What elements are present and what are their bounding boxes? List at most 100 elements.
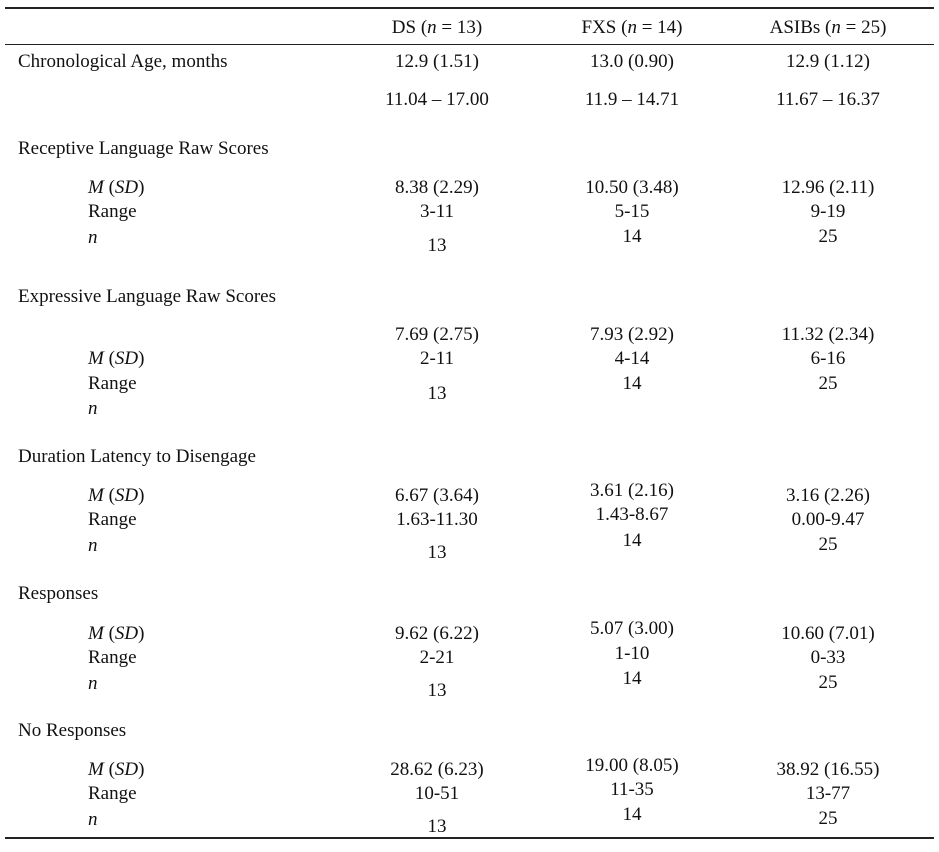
text-run: n (427, 17, 437, 38)
cell-value: 11-35 (610, 779, 654, 800)
cell-value: 12.9 (1.51) (395, 51, 479, 72)
top-rule (5, 7, 934, 9)
cell-value: 6-16 (810, 348, 846, 369)
row-label: Range (88, 783, 137, 804)
cell-value: 25 (818, 226, 838, 247)
text-run: SD (114, 177, 139, 198)
text-run: SD (114, 348, 139, 369)
row-label: M (SD) (88, 758, 144, 782)
cell-value: 5.07 (3.00) (590, 618, 674, 639)
row-label: M (SD) (88, 622, 144, 646)
cell-value: 2-11 (419, 348, 455, 369)
cell-value: 13 (427, 816, 447, 837)
bottom-rule (5, 837, 934, 839)
cell-value: 1-10 (614, 643, 650, 664)
cell-value: 14 (622, 226, 642, 247)
text-run: ) (138, 759, 145, 780)
section-title: Expressive Language Raw Scores (18, 286, 277, 307)
text-run: ( (103, 177, 115, 198)
cell-value: 8.38 (2.29) (395, 177, 479, 198)
cell-value: 11.67 – 16.37 (776, 89, 880, 110)
cell-value: 5-15 (614, 201, 650, 222)
text-run: n (627, 17, 637, 38)
cell-value: 13 (427, 680, 447, 701)
row-label: Range (88, 201, 137, 222)
cell-value: 3.61 (2.16) (590, 480, 674, 501)
section-title: Responses (18, 583, 99, 604)
cell-value: 3-11 (419, 201, 455, 222)
text-run: ) (138, 623, 145, 644)
cell-value: 1.43-8.67 (595, 504, 669, 525)
cell-value: 13-77 (805, 783, 851, 804)
section-title: Duration Latency to Disengage (18, 446, 256, 467)
cell-value: 12.96 (2.11) (781, 177, 875, 198)
text-run: FXS ( (581, 17, 628, 38)
text-run: ) (138, 485, 145, 506)
cell-value: 13 (427, 383, 447, 404)
text-run: n (831, 17, 841, 38)
text-run: = 25) (840, 17, 887, 38)
cell-value: 28.62 (6.23) (390, 759, 484, 780)
section-title: No Responses (18, 720, 127, 741)
cell-value: 0-33 (810, 647, 846, 668)
cell-value: 38.92 (16.55) (776, 759, 880, 780)
text-run: DS ( (391, 17, 428, 38)
cell-value: 2-21 (419, 647, 455, 668)
cell-value: 9-19 (810, 201, 846, 222)
text-run: M (88, 623, 104, 644)
row-label: Range (88, 647, 137, 668)
column-header: DS (n = 13) (392, 16, 482, 40)
cell-value: 25 (818, 808, 838, 829)
row-label: n (88, 227, 98, 248)
cell-value: 12.9 (1.12) (786, 51, 870, 72)
section-title: Receptive Language Raw Scores (18, 138, 269, 159)
cell-value: 13 (427, 542, 447, 563)
row-label: M (SD) (88, 484, 144, 508)
text-run: M (88, 759, 104, 780)
text-run: ASIBs ( (769, 17, 832, 38)
cell-value: 25 (818, 373, 838, 394)
cell-value: 25 (818, 534, 838, 555)
row-label: Range (88, 509, 137, 530)
cell-value: 14 (622, 373, 642, 394)
column-header: ASIBs (n = 25) (770, 16, 887, 40)
cell-value: 6.67 (3.64) (395, 485, 479, 506)
cell-value: 11.32 (2.34) (781, 324, 875, 345)
cell-value: 9.62 (6.22) (395, 623, 479, 644)
text-run: SD (114, 623, 139, 644)
cell-value: 14 (622, 530, 642, 551)
text-run: ) (138, 177, 145, 198)
cell-value: 13 (427, 235, 447, 256)
row-label: n (88, 535, 98, 556)
cell-value: 14 (622, 668, 642, 689)
cell-value: 3.16 (2.26) (786, 485, 870, 506)
cell-value: 10.60 (7.01) (781, 623, 875, 644)
text-run: M (88, 485, 104, 506)
cell-value: 11.9 – 14.71 (584, 89, 680, 110)
cell-value: 4-14 (614, 348, 650, 369)
text-run: = 13) (436, 17, 483, 38)
row-label: Range (88, 373, 137, 394)
text-run: ) (138, 348, 145, 369)
text-run: ( (103, 485, 115, 506)
header-rule (5, 44, 934, 45)
cell-value: 19.00 (8.05) (585, 755, 679, 776)
cell-value: 7.69 (2.75) (395, 324, 479, 345)
text-run: ( (103, 759, 115, 780)
row-label: n (88, 673, 98, 694)
column-header: FXS (n = 14) (582, 16, 683, 40)
cell-value: 10.50 (3.48) (585, 177, 679, 198)
cell-value: 14 (622, 804, 642, 825)
cell-value: 1.63-11.30 (396, 509, 478, 530)
row-label: n (88, 398, 98, 419)
text-run: = 14) (636, 17, 683, 38)
cell-value: 11.04 – 17.00 (385, 89, 489, 110)
text-run: ( (103, 623, 115, 644)
cell-value: 13.0 (0.90) (590, 51, 674, 72)
row-label: M (SD) (88, 347, 144, 371)
text-run: SD (114, 485, 139, 506)
cell-value: 0.00-9.47 (791, 509, 865, 530)
text-run: ( (103, 348, 115, 369)
cell-value: 25 (818, 672, 838, 693)
